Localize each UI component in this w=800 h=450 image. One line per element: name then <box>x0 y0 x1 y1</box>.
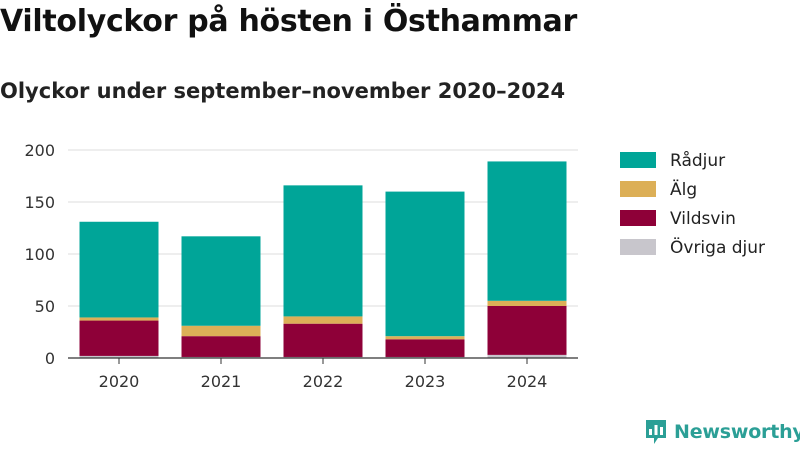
legend-label: Älg <box>670 179 697 200</box>
bar-segment <box>487 306 567 355</box>
bar-chart-icon <box>646 420 666 444</box>
bar-segment <box>385 336 465 340</box>
bar-segment <box>283 316 363 324</box>
bar-segment <box>385 191 465 337</box>
x-tick-label: 2020 <box>99 372 140 391</box>
legend-swatch <box>620 210 656 226</box>
bar-segment <box>283 185 363 317</box>
bar-segment <box>283 323 363 357</box>
y-tick-label: 100 <box>24 245 55 264</box>
legend-label: Övriga djur <box>670 236 765 258</box>
bars <box>79 161 567 358</box>
x-tick-label: 2021 <box>201 372 242 391</box>
x-axis-labels: 2020 2021 2022 2023 2024 <box>99 358 548 391</box>
x-tick-label: 2024 <box>507 372 548 391</box>
legend-label: Vildsvin <box>670 209 736 229</box>
bar-segment <box>181 325 261 337</box>
brand-name: Newsworthy <box>674 421 800 443</box>
chart-subtitle: Olyckor under september–november 2020–20… <box>0 79 566 103</box>
y-tick-label: 200 <box>24 141 55 160</box>
bar-segment <box>79 355 159 358</box>
bar-segment <box>487 161 567 301</box>
bar-segment <box>181 236 261 326</box>
bar-segment <box>79 317 159 321</box>
bar-segment <box>181 336 261 357</box>
legend-swatch <box>620 239 656 255</box>
y-axis-labels: 0 50 100 150 200 <box>24 141 55 368</box>
bar-segment <box>79 320 159 356</box>
bar-segment <box>79 221 159 318</box>
chart-title: Viltolyckor på hösten i Östhammar <box>0 4 577 39</box>
legend-swatch <box>620 181 656 197</box>
x-tick-label: 2022 <box>303 372 344 391</box>
bar-segment <box>487 300 567 306</box>
x-tick-label: 2023 <box>405 372 446 391</box>
legend-swatch <box>620 152 656 168</box>
legend-label: Rådjur <box>670 150 725 171</box>
bar-segment <box>487 354 567 358</box>
legend: Rådjur Älg Vildsvin Övriga djur <box>620 150 765 258</box>
y-tick-label: 150 <box>24 193 55 212</box>
y-tick-label: 0 <box>45 349 55 368</box>
brand-logo: Newsworthy <box>644 418 800 446</box>
y-tick-label: 50 <box>35 297 55 316</box>
bar-segment <box>385 339 465 357</box>
